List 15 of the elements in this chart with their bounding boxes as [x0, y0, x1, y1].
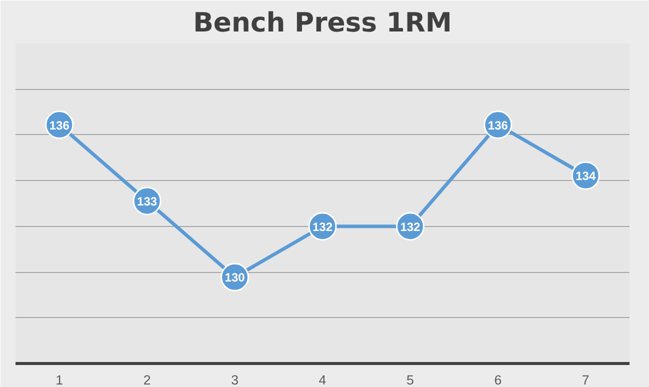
x-tick-label: 5 — [406, 372, 414, 387]
x-tick-label: 7 — [582, 372, 590, 387]
x-tick-label: 4 — [318, 372, 327, 387]
x-tick-label: 3 — [231, 372, 238, 387]
chart-title: Bench Press 1RM — [193, 8, 452, 38]
data-label: 136 — [49, 118, 70, 132]
data-label: 130 — [224, 270, 246, 285]
data-label: 133 — [137, 194, 158, 208]
data-label: 132 — [312, 220, 333, 234]
x-tick-label: 1 — [56, 372, 64, 387]
data-label: 132 — [400, 220, 421, 234]
x-tick-label: 6 — [494, 372, 502, 387]
data-label: 136 — [488, 118, 508, 132]
data-label: 134 — [576, 169, 596, 184]
x-tick-label: 2 — [143, 372, 151, 387]
